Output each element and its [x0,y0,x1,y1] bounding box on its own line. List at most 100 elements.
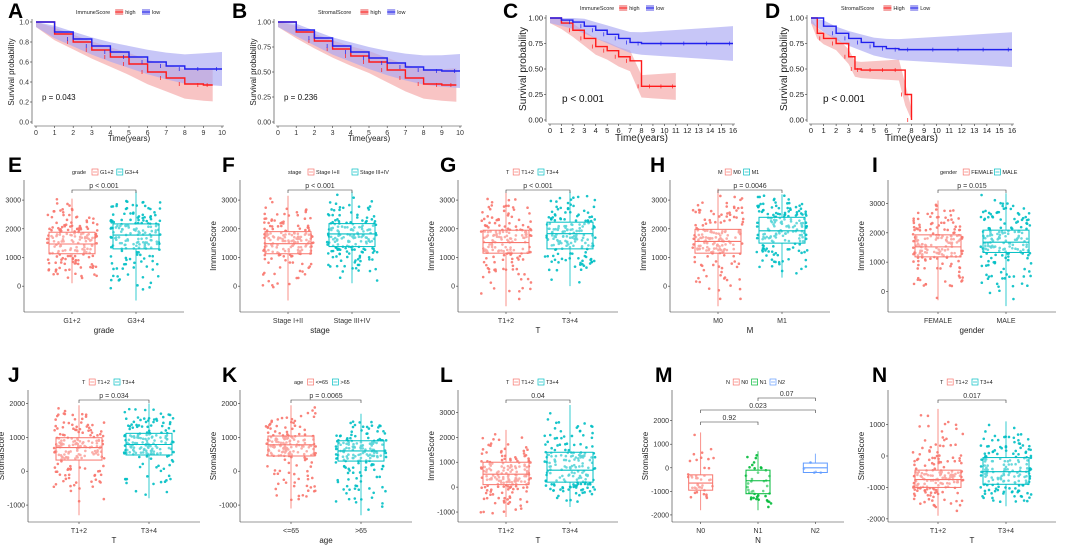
data-point [338,276,342,279]
data-point [147,444,151,448]
data-point [715,232,718,235]
data-point [1003,459,1007,463]
data-point [576,195,580,199]
data-point [751,489,755,493]
data-point [489,488,493,492]
data-point [740,242,744,245]
data-point [923,237,927,241]
data-point [585,194,589,198]
data-point [587,466,590,470]
data-point [923,266,926,270]
data-point [85,220,89,224]
data-point [746,482,750,485]
data-point [954,472,957,476]
data-point [566,207,570,211]
data-point [147,242,150,246]
y-axis-title: Survival probability [249,38,258,105]
data-point [125,448,129,452]
data-point [135,227,138,230]
data-point [348,203,351,207]
x-tick-label: 5 [367,130,371,137]
data-point [1023,267,1026,271]
data-point [740,206,744,210]
data-point [761,237,764,241]
data-point [958,266,962,270]
data-point [777,261,781,264]
data-point [502,253,506,257]
data-point [276,472,280,476]
data-point [691,246,695,249]
data-point [360,235,363,239]
data-point [493,221,497,225]
data-point [916,217,920,221]
data-point [752,496,755,500]
data-point [375,233,378,237]
data-point [961,432,965,436]
data-point [132,435,136,438]
data-point [514,234,518,237]
data-point [86,423,90,427]
data-point [62,235,65,238]
data-point [949,474,952,477]
comparison-label: p < 0.001 [89,183,118,190]
data-point [561,486,565,490]
data-point [517,218,521,222]
data-point [705,274,708,278]
data-point [585,266,588,269]
box [758,216,806,244]
panel-label: G [440,154,456,177]
data-point [1025,221,1028,225]
data-point [273,219,276,222]
data-point [375,454,379,458]
data-point [804,265,808,268]
x-tick-label: 4 [859,126,863,135]
data-point [1001,202,1005,205]
data-point [955,427,958,431]
data-point [961,276,965,279]
data-point [774,251,778,255]
data-point [567,474,570,477]
data-point [1010,463,1013,466]
data-point [69,450,72,453]
x-tick-label: 2 [312,130,316,137]
y-tick-label: 0.75 [257,45,271,52]
km-panel-C: C0.000.250.500.751.000 1 2 3 4 5 6 7 8 9 10 11 12 13 1… [503,0,737,144]
data-point [80,412,84,416]
data-point [485,263,488,267]
data-point [338,208,341,212]
data-point [589,219,593,223]
box [112,223,160,250]
data-point [275,246,279,249]
data-point [343,264,346,268]
data-point [512,248,516,252]
data-point [277,449,281,453]
data-point [943,474,947,477]
data-point [954,423,958,427]
data-point [269,197,272,200]
panel-label: K [222,364,237,387]
data-point [523,468,527,471]
data-point [265,229,269,232]
x-tick-label: 15 [995,126,1003,135]
data-point [723,230,727,234]
data-point [787,225,791,229]
data-point [739,297,742,301]
legend-label: T3+4 [546,380,559,386]
data-point [943,438,946,442]
data-point [987,479,991,483]
data-point [307,240,311,243]
data-point [1001,277,1004,280]
data-point [915,239,919,243]
data-point [283,235,287,239]
data-point [572,483,575,486]
data-point [952,237,955,241]
data-point [783,238,787,242]
data-point [523,463,526,466]
data-point [84,235,87,239]
data-point [934,443,938,446]
data-point [169,477,172,481]
data-point [590,260,593,264]
data-point [368,228,372,231]
data-point [733,206,736,210]
